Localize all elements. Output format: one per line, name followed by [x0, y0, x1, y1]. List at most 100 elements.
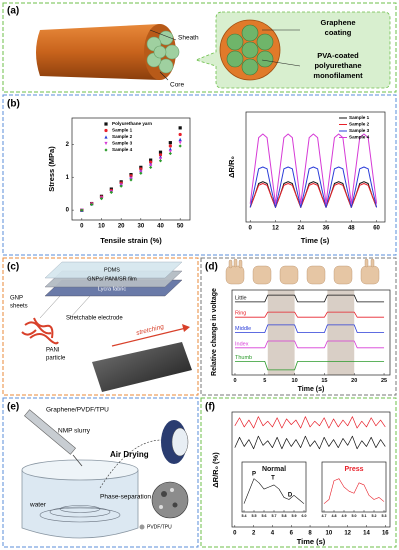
legend-label: Sample 4 — [349, 135, 370, 140]
stretching-label: stretching — [136, 323, 165, 337]
x-tick-label: 10 — [98, 223, 105, 229]
x-tick-label: 16 — [382, 530, 389, 536]
micrograph-pore — [161, 491, 167, 497]
micrograph-pore — [172, 502, 178, 508]
stretch-sheet — [92, 324, 192, 392]
x-tick-label: 6.0 — [302, 514, 307, 518]
trace-label: Ring — [235, 311, 246, 317]
slurry-label: NMP slurry — [58, 428, 91, 435]
panel-label: (b) — [7, 99, 20, 110]
legend-label: Sample 2 — [349, 122, 370, 127]
x-tick-label: 2 — [252, 530, 256, 536]
finger — [238, 259, 243, 269]
phase-label: Phase-separation — [100, 494, 151, 501]
x-tick-label: 14 — [363, 530, 370, 536]
plot-frame — [71, 117, 191, 221]
marker — [119, 184, 123, 188]
micrograph — [151, 481, 189, 519]
panel-b-frame — [2, 94, 397, 256]
x-tick-label: 5.4 — [242, 514, 247, 518]
core-fiber — [164, 44, 180, 60]
inset-title: Press — [344, 466, 363, 473]
legend-label: Sample 3 — [349, 128, 370, 133]
pani-label: particle — [46, 356, 66, 362]
x-axis-label: Time (s) — [298, 386, 325, 393]
data-line — [234, 324, 385, 333]
y-tick-label: 2 — [66, 142, 70, 148]
core-fiber — [158, 58, 174, 74]
x-tick-label: 5.0 — [352, 514, 357, 518]
pani-strand — [29, 333, 59, 345]
marker — [158, 159, 163, 163]
needle — [72, 454, 83, 467]
data-line — [249, 183, 378, 208]
marker — [158, 153, 163, 157]
pani-particle-drawing — [21, 317, 59, 345]
pointer-line — [149, 29, 177, 41]
x-tick-label: 15 — [321, 378, 327, 384]
x-tick-label: 5.9 — [292, 514, 297, 518]
cable-sheath — [36, 24, 160, 80]
micrograph-pore — [170, 488, 174, 492]
x-axis-label: Tensile strain (%) — [100, 236, 162, 245]
marker — [104, 122, 108, 126]
x-tick-label: 4 — [271, 530, 275, 536]
annotation: T — [271, 476, 275, 482]
x-tick-label: 0 — [249, 225, 253, 231]
y-tick-label: 0 — [66, 208, 70, 214]
marker — [168, 151, 172, 156]
cross-section-bubble — [194, 11, 391, 89]
core-section — [256, 33, 274, 51]
pani-strand — [21, 329, 37, 336]
x-tick-label: 0 — [80, 223, 84, 229]
plot-background — [246, 112, 385, 222]
pani-label: PANI — [46, 348, 60, 354]
y-axis-label: ΔR/R₀ — [227, 156, 236, 178]
hand — [279, 265, 299, 285]
marker — [168, 149, 172, 154]
x-tick-label: 10 — [292, 378, 298, 384]
ink-label: Graphene/PVDF/TPU — [46, 407, 109, 414]
finger — [228, 259, 233, 269]
marker — [104, 148, 108, 152]
trace-label: Index — [235, 341, 249, 347]
fabrication-drawing — [21, 409, 189, 539]
panel-f-frame — [200, 397, 397, 548]
x-axis-label: Time (s) — [297, 537, 326, 546]
highlight-span — [267, 290, 295, 375]
layer-label: PDMS — [104, 267, 120, 273]
marker — [139, 165, 143, 169]
marker — [178, 144, 182, 148]
electrode-label: Stretchable electrode — [66, 316, 123, 322]
micrograph-pore — [159, 505, 163, 509]
pani-strand — [24, 321, 52, 335]
stretch-arrowhead — [182, 324, 190, 332]
x-tick-label: 5 — [263, 378, 266, 384]
monofilament-label: monofilament — [313, 71, 363, 80]
fiber-path — [99, 439, 163, 489]
syringe — [24, 409, 76, 455]
inset-title: Normal — [262, 466, 286, 473]
core-section — [241, 24, 259, 42]
pani-strand — [33, 317, 54, 339]
x-tick-label: 8 — [308, 530, 312, 536]
x-tick-label: 5.7 — [272, 514, 277, 518]
plot-frame — [241, 461, 307, 513]
data-line — [249, 166, 378, 208]
x-tick-label: 5.2 — [372, 514, 377, 518]
core-section — [241, 41, 259, 59]
fiber-coil — [59, 505, 101, 513]
y-axis-label: Relative change in voltage — [211, 288, 218, 376]
x-tick-label: 12 — [344, 530, 351, 536]
x-tick-label: 20 — [351, 378, 357, 384]
coating-label: Graphene — [320, 18, 355, 27]
x-tick-label: 4.7 — [322, 514, 327, 518]
core-section — [256, 50, 274, 68]
x-tick-label: 12 — [272, 225, 279, 231]
layer-label: GNPs/ PANI/SR film — [87, 276, 137, 282]
legend-label: Sample 1 — [112, 128, 133, 133]
y-axis-label: Stress (MPa) — [47, 146, 56, 192]
layer-label: Lycra fabric — [98, 286, 126, 292]
